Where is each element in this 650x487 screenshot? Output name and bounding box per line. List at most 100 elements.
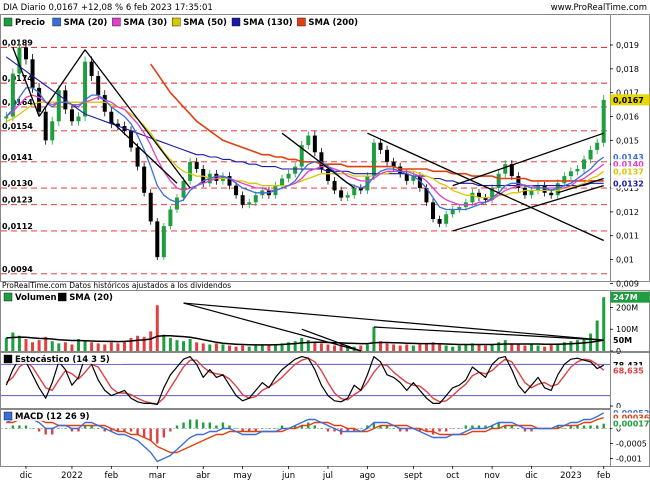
price-footnote: ProRealTime.com Datos históricos ajustad…: [2, 281, 231, 290]
candle-body: [142, 166, 147, 193]
macd-histogram-bar: [313, 425, 317, 429]
candle-body: [457, 207, 462, 210]
volume-bar: [398, 345, 402, 351]
candle-body: [247, 202, 252, 205]
macd-histogram-bar: [484, 425, 487, 429]
candle-body: [522, 188, 527, 196]
candle-body: [588, 149, 593, 160]
price-trendline: [84, 49, 191, 189]
volume-bar: [122, 341, 126, 351]
candle-body: [595, 142, 600, 150]
volume-trendline: [301, 328, 362, 352]
volume-bar: [582, 337, 586, 351]
volume-bar: [103, 344, 107, 351]
macd-histogram-bar: [129, 428, 133, 432]
volume-bar: [411, 345, 415, 351]
volume-bar: [510, 343, 514, 351]
candle-body: [10, 73, 15, 117]
volume-bar: [549, 344, 553, 351]
candle-body: [325, 168, 330, 181]
macd-histogram-bar: [175, 425, 179, 429]
candle-body: [542, 185, 547, 193]
price-y-tick-label: 0,015: [616, 136, 639, 145]
macd-histogram-bar: [569, 425, 573, 429]
volume-bar: [503, 340, 507, 351]
macd-histogram-bar: [471, 425, 474, 429]
volume-bar: [424, 343, 428, 351]
volume-value-tag: 247M: [613, 293, 638, 302]
macd-histogram-bar: [208, 422, 212, 429]
candle-body: [391, 161, 396, 167]
candle-body: [529, 190, 534, 196]
macd-histogram-bar: [556, 425, 559, 429]
volume-bar: [293, 341, 297, 351]
legend-label-0: Precio: [15, 18, 45, 28]
macd-histogram-bar: [320, 428, 323, 429]
price-level-label: 0,0164: [2, 98, 33, 107]
volume-bar: [70, 344, 74, 351]
macd-value-tag-bg: [611, 412, 649, 423]
macd-histogram-bar: [136, 428, 139, 435]
price-level-label: 0,0141: [2, 153, 33, 162]
volume-bar: [602, 297, 606, 351]
candle-body: [17, 47, 22, 74]
volume-bar: [195, 342, 199, 351]
price-trendline: [452, 132, 604, 187]
volume-bar: [149, 331, 153, 351]
macd-signal-line: [6, 417, 604, 454]
x-tick-label: dic: [525, 471, 538, 481]
volume-bar: [575, 340, 579, 351]
volume-y-tick-label: 200M: [616, 303, 638, 312]
macd-y-tick-label: 0: [616, 425, 621, 434]
candle-body: [240, 195, 245, 205]
x-tick-label: nov: [484, 471, 500, 481]
candle-body: [155, 221, 160, 258]
x-tick-label: 2022: [61, 471, 83, 481]
volume-bar: [188, 339, 192, 351]
volume-value-tag-bg: [610, 291, 650, 303]
legend-swatch-1: [52, 17, 61, 27]
sma-200-line: [150, 63, 604, 182]
candle-body: [437, 219, 442, 224]
macd-histogram-bar: [64, 428, 67, 429]
macd-histogram-bar: [103, 428, 106, 432]
macd-histogram-bar: [31, 428, 34, 429]
legend-swatch-5: [297, 17, 306, 27]
macd-histogram-bar: [234, 428, 238, 429]
volume-bar: [228, 345, 231, 351]
macd-histogram-bar: [458, 428, 461, 429]
volume-trendline: [373, 326, 604, 341]
candle-body: [188, 161, 193, 181]
volume-bar: [77, 339, 80, 351]
legend-swatch-0: [3, 411, 13, 421]
macd-histogram-bar: [425, 428, 428, 432]
volume-bar: [359, 345, 363, 351]
macd-y-tick-label: -0,001: [616, 455, 642, 464]
price-y-tick-label: 0,01: [616, 256, 634, 265]
x-tick-label: dic: [20, 471, 33, 481]
macd-histogram-bar: [490, 425, 494, 429]
macd-histogram-bar: [530, 428, 533, 432]
macd-histogram-bar: [37, 428, 41, 432]
legend-swatch-0: [3, 17, 13, 27]
stoch-legend-bg: [2, 353, 122, 364]
price-y-tick-label: 0,018: [616, 65, 639, 74]
candle-body: [148, 192, 153, 222]
volume-bar: [431, 342, 435, 351]
volume-trendline: [183, 302, 361, 352]
price-y-tick-label: 0,013: [616, 184, 639, 193]
macd-histogram-bar: [372, 422, 376, 429]
price-level-label: 0,0094: [2, 265, 33, 274]
volume-bar: [31, 342, 35, 351]
legend-swatch-4: [231, 17, 241, 27]
volume-bar: [339, 344, 343, 351]
legend-label-0: Estocástico (14 3 5): [15, 355, 110, 365]
candle-body: [562, 176, 567, 184]
legend-swatch-0: [3, 292, 13, 302]
x-tick-label: jun: [281, 471, 295, 481]
candle-body: [398, 166, 403, 174]
price-panel[interactable]: 0,0189 0,0174 0,0164 0,0154 0,0141 0,0130 0,01…: [0, 14, 650, 290]
price-level-label: 0,0130: [2, 179, 33, 188]
macd-y-tick-label: -0,0005: [616, 440, 647, 449]
